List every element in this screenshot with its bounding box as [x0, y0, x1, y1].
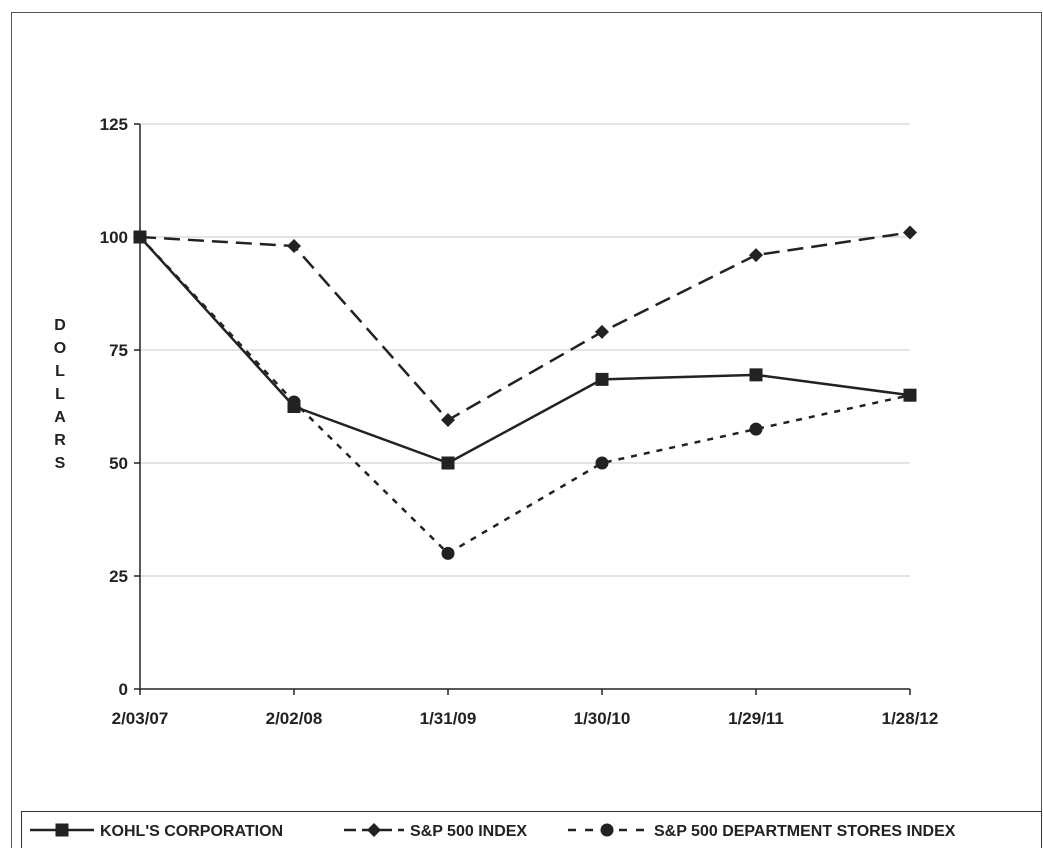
legend: KOHL'S CORPORATION S&P 500 INDEX S&P 500 D… — [21, 811, 1042, 848]
legend-entry-2: S&P 500 INDEX — [344, 823, 527, 840]
y-tick-labels: 0 25 50 75 100 125 — [100, 115, 128, 699]
y-tick-label: 0 — [119, 680, 128, 699]
legend-label: S&P 500 INDEX — [410, 823, 527, 840]
series-1-point — [749, 368, 763, 382]
series-group — [133, 225, 917, 560]
y-axis-label-letter: R — [54, 432, 66, 449]
series-1-point — [903, 388, 917, 402]
legend-marker — [367, 823, 381, 837]
series-1 — [133, 230, 917, 470]
series-3-point — [595, 456, 609, 470]
series-1-point — [595, 372, 609, 386]
legend-label: S&P 500 DEPARTMENT STORES INDEX — [654, 823, 956, 840]
series-3-point — [749, 422, 763, 436]
legend-marker — [55, 823, 69, 837]
y-axis-label-letter: D — [54, 317, 66, 334]
chart-frame — [11, 12, 1042, 848]
y-tick-label: 50 — [109, 454, 128, 473]
series-2-point — [903, 225, 917, 240]
y-axis-label-letter: L — [55, 386, 65, 403]
x-tick-label: 1/28/12 — [882, 709, 939, 728]
series-1-point — [287, 400, 301, 413]
series-1-point — [441, 456, 455, 470]
x-tick-label: 2/02/08 — [266, 709, 323, 728]
x-tick-label: 1/31/09 — [420, 709, 477, 728]
y-tick-label: 75 — [109, 341, 128, 360]
y-tick-label: 25 — [109, 567, 128, 586]
series-2-point — [595, 324, 609, 339]
x-tick-label: 1/29/11 — [728, 709, 784, 728]
x-tick-label: 1/30/10 — [574, 709, 631, 728]
y-axis-label-letter: A — [54, 409, 66, 426]
gridlines — [140, 123, 910, 577]
y-axis-label-letter: O — [54, 340, 66, 357]
series-3 — [133, 230, 917, 560]
x-tick-labels: 2/03/07 2/02/08 1/31/09 1/30/10 1/29/11 1/28/… — [112, 709, 939, 728]
axes — [134, 123, 911, 695]
series-3-point — [441, 546, 455, 560]
series-1-line — [139, 236, 911, 465]
series-2 — [133, 225, 917, 428]
legend-marker — [600, 823, 614, 837]
x-tick-label: 2/03/07 — [112, 709, 169, 728]
y-axis-label-letter: S — [55, 455, 66, 472]
series-2-line — [139, 231, 911, 422]
y-tick-label: 125 — [100, 115, 128, 134]
series-2-point — [287, 239, 301, 254]
legend-label: KOHL'S CORPORATION — [100, 823, 283, 840]
y-axis-label-letter: L — [55, 363, 65, 380]
series-3-line — [139, 236, 911, 555]
legend-entry-3: S&P 500 DEPARTMENT STORES INDEX — [568, 823, 956, 840]
series-1-point — [133, 230, 147, 244]
series-2-point — [749, 248, 763, 263]
series-2-point — [441, 413, 455, 428]
y-tick-label: 100 — [100, 228, 128, 247]
legend-entry-1: KOHL'S CORPORATION — [30, 823, 283, 840]
